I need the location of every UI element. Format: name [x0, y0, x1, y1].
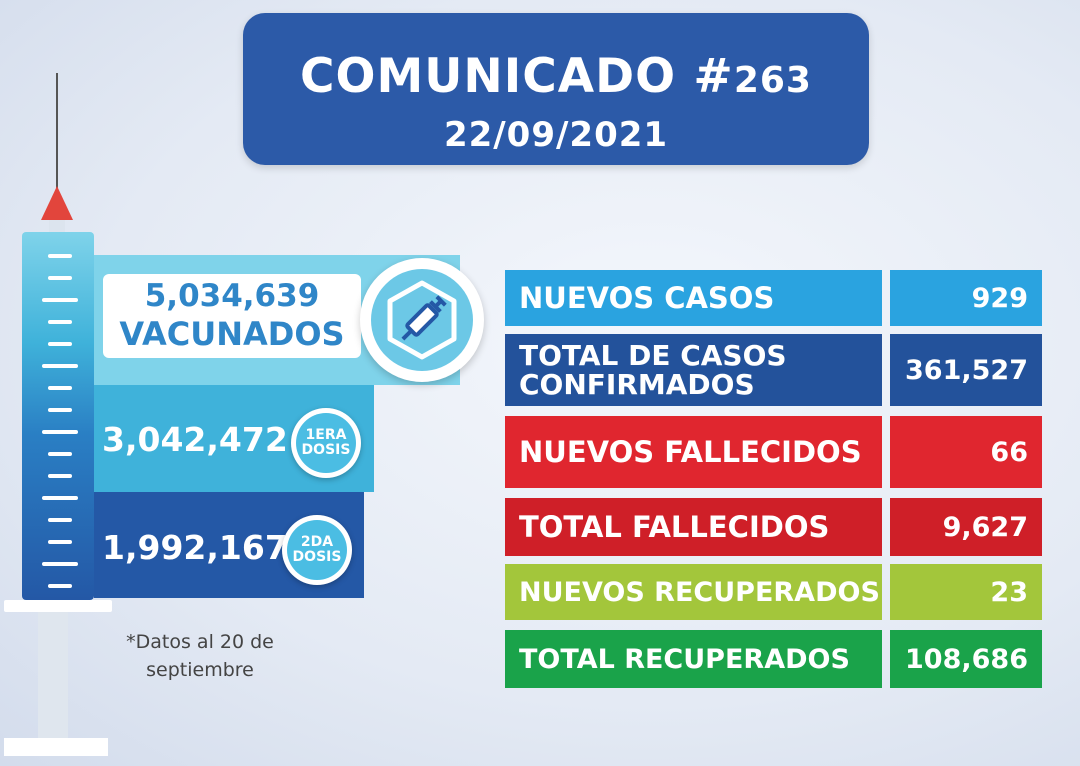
- stat-value-nuevos-recuperados: 23: [890, 564, 1042, 620]
- first-dose-badge-line1: 1ERA: [305, 427, 347, 443]
- syringe-barrel: [22, 232, 94, 600]
- stat-value-nuevos-casos: 929: [890, 270, 1042, 326]
- page-title: COMUNICADO #263: [243, 49, 869, 104]
- stat-value-total-recuperados: 108,686: [890, 630, 1042, 688]
- syringe-plunger-end: [4, 738, 108, 756]
- second-dose-badge: 2DA DOSIS: [282, 515, 352, 585]
- syringe-plunger: [38, 612, 68, 738]
- stat-label-total-casos: TOTAL DE CASOS CONFIRMADOS: [505, 334, 882, 406]
- syringe-needle: [56, 73, 58, 193]
- total-vaccinated-box: 5,034,639 VACUNADOS: [103, 274, 361, 358]
- stat-value-total-casos: 361,527: [890, 334, 1042, 406]
- stat-value-total-fallecidos: 9,627: [890, 498, 1042, 556]
- second-dose-badge-line1: 2DA: [300, 534, 334, 550]
- stat-label-nuevos-casos: NUEVOS CASOS: [505, 270, 882, 326]
- stat-label-nuevos-recuperados: NUEVOS RECUPERADOS: [505, 564, 882, 620]
- syringe-icon: [387, 280, 457, 360]
- first-dose-badge-line2: DOSIS: [301, 442, 351, 458]
- stat-label-nuevos-fallecidos: NUEVOS FALLECIDOS: [505, 416, 882, 488]
- syringe-tip-base: [49, 220, 65, 234]
- total-vaccinated-value: 5,034,639: [144, 278, 320, 314]
- syringe-flange: [4, 600, 112, 612]
- first-dose-value: 3,042,472: [102, 420, 288, 459]
- header-banner: COMUNICADO #263 22/09/2021: [243, 13, 869, 165]
- bulletin-number: 263: [733, 60, 812, 101]
- stat-label-total-recuperados: TOTAL RECUPERADOS: [505, 630, 882, 688]
- title-text: COMUNICADO #: [300, 49, 734, 104]
- second-dose-value: 1,992,167: [102, 528, 288, 567]
- first-dose-badge: 1ERA DOSIS: [291, 408, 361, 478]
- stat-value-nuevos-fallecidos: 66: [890, 416, 1042, 488]
- stat-label-total-fallecidos: TOTAL FALLECIDOS: [505, 498, 882, 556]
- bulletin-date: 22/09/2021: [443, 115, 669, 155]
- second-dose-badge-line2: DOSIS: [292, 549, 342, 565]
- total-vaccinated-label: VACUNADOS: [119, 315, 345, 353]
- data-note: *Datos al 20 de septiembre: [126, 631, 274, 681]
- syringe-tip: [41, 186, 73, 220]
